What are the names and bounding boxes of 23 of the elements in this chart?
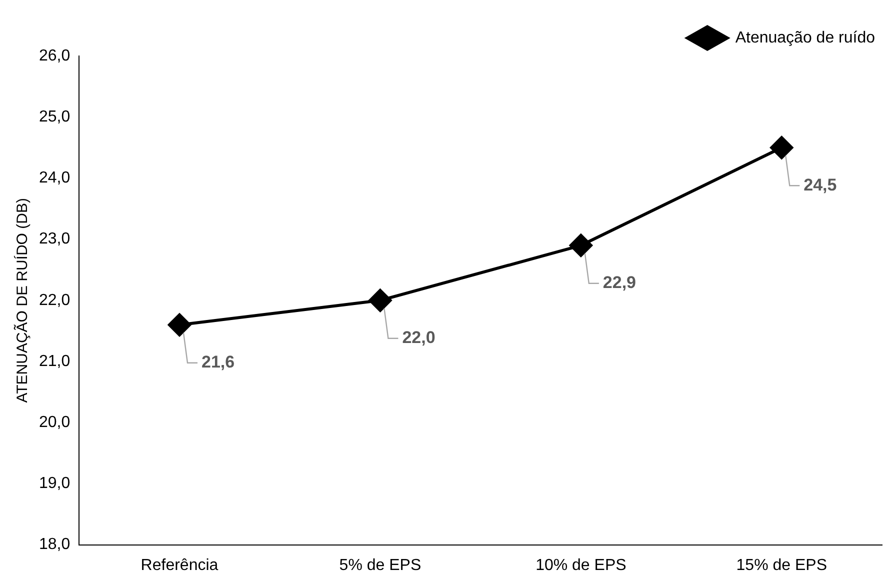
- data-label: 24,5: [804, 175, 837, 194]
- x-tick-label: 10% de EPS: [536, 556, 626, 574]
- x-tick-label: Referência: [140, 556, 218, 574]
- legend-label: Atenuação de ruído: [735, 29, 876, 46]
- y-tick-label: 19,0: [39, 475, 70, 492]
- y-tick-label: 22,0: [39, 292, 70, 309]
- y-tick-label: 23,0: [39, 230, 70, 248]
- point: [569, 234, 592, 257]
- data-label: 22,9: [602, 273, 636, 292]
- y-tick-label: 18,0: [39, 536, 70, 554]
- y-tick-label: 20,0: [39, 414, 70, 432]
- y-axis-title: ATENUAÇÃO DE RUÍDO (DB): [13, 198, 32, 403]
- y-tick-label: 25,0: [39, 108, 70, 126]
- y-tick-label: 26,0: [39, 47, 70, 64]
- data-label: 21,6: [202, 352, 235, 372]
- point: [368, 288, 392, 312]
- x-tick-label: 15% de EPS: [736, 556, 828, 574]
- x-tick-label: 5% de EPS: [339, 556, 422, 574]
- y-tick-label: 21,0: [39, 352, 70, 370]
- data-label: 22,0: [402, 328, 436, 348]
- point: [168, 313, 191, 336]
- y-tick-label: 24,0: [39, 170, 70, 187]
- point: [770, 136, 794, 160]
